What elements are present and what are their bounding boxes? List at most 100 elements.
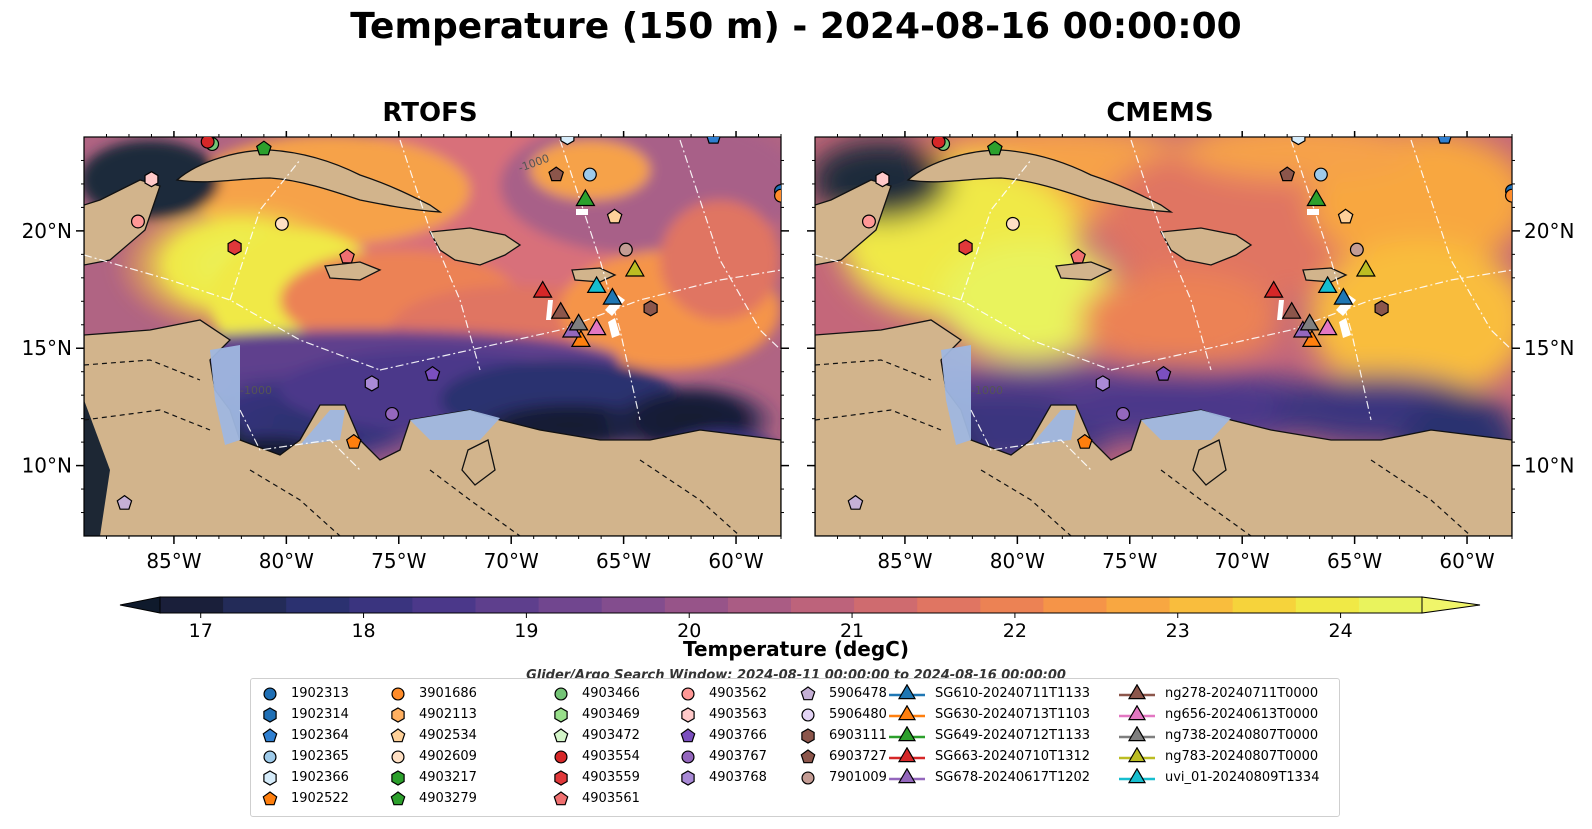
marker-4903767 (385, 406, 400, 421)
pentagon-icon (800, 748, 816, 763)
circle-marker-icon (263, 749, 277, 764)
triangle-icon (897, 683, 917, 699)
legend-item: 6903727 (795, 746, 887, 767)
marker-4903559 (958, 239, 973, 256)
marker-4903562 (861, 214, 876, 229)
pentagon-marker-icon (390, 727, 406, 742)
hexagon-icon (263, 706, 277, 723)
marker-SG630-20240713T1103 (1301, 329, 1322, 347)
marker-1902366 (560, 137, 575, 146)
pentagon-marker-icon (262, 790, 278, 805)
colorbar-extend-high (1421, 596, 1481, 614)
circle-icon (263, 749, 277, 764)
colorbar-extend-low (119, 596, 161, 614)
legend-item: ng783-20240807T0000 (1117, 746, 1319, 767)
marker-4903563 (144, 171, 159, 188)
circle-icon (681, 686, 695, 701)
legend-label: 5906480 (829, 707, 887, 722)
circle-icon (263, 686, 277, 701)
lon-tick-label: 65°W (596, 549, 651, 573)
marker-4903768 (364, 375, 379, 392)
hexagon-icon (801, 727, 815, 744)
legend-label: 4903279 (419, 791, 477, 806)
legend-item: 4903767 (675, 746, 767, 767)
legend-column: SG610-20240711T1133 SG630-20240713T1103 SG… (887, 683, 1090, 788)
legend-item: SG663-20240710T1312 (887, 746, 1090, 767)
triangle-icon (897, 767, 917, 783)
legend-item: SG610-20240711T1133 (887, 683, 1090, 704)
lon-tick-label: 80°W (259, 549, 314, 573)
hexagon-icon (391, 706, 405, 723)
circle-marker-icon (681, 686, 695, 701)
circle-icon (391, 749, 405, 764)
colorbar-segment (854, 597, 918, 613)
legend-item: 4903466 (548, 683, 640, 704)
legend-item: ng656-20240613T0000 (1117, 704, 1319, 725)
triangle-marker-icon (1119, 683, 1155, 699)
triangle-icon (1127, 746, 1147, 762)
colorbar-segment (1169, 597, 1234, 613)
lat-tick-label: 10°N (1524, 454, 1574, 478)
pentagon-icon (262, 790, 278, 805)
legend-label: 4903559 (582, 770, 640, 785)
lon-tick-label: 75°W (371, 549, 426, 573)
triangle-icon (1127, 767, 1147, 783)
triangle-marker-icon (889, 704, 925, 720)
colorbar-tick-label: 24 (1328, 620, 1352, 642)
legend-label: 4903562 (709, 686, 767, 701)
marker-4903559 (227, 239, 242, 256)
marker-1902364 (1437, 137, 1452, 144)
colorbar-tick-label: 18 (351, 620, 375, 642)
pentagon-icon (390, 727, 406, 742)
lon-tick-label: 70°W (1215, 549, 1270, 573)
triangle-marker-icon (889, 725, 925, 741)
legend-label: 4902534 (419, 728, 477, 743)
legend-label: 4903217 (419, 770, 477, 785)
legend-label: 1902314 (291, 707, 349, 722)
legend-item: SG649-20240712T1133 (887, 725, 1090, 746)
marker-uvi_01-20240809T1334 (586, 275, 607, 293)
contour-label: -1000 (971, 384, 1003, 397)
hexagon-marker-icon (391, 706, 405, 723)
marker-4903766 (1155, 365, 1172, 381)
legend-label: ng783-20240807T0000 (1165, 749, 1319, 764)
legend-label: 4903766 (709, 728, 767, 743)
circle-icon (801, 770, 815, 785)
circle-marker-icon (554, 686, 568, 701)
colorbar-segment (475, 597, 540, 613)
circle-icon (554, 749, 568, 764)
triangle-icon (897, 725, 917, 741)
circle-marker-icon (801, 707, 815, 722)
colorbar-tick-label: 23 (1166, 620, 1190, 642)
legend-label: 4903561 (582, 791, 640, 806)
legend-item: 4902609 (385, 746, 477, 767)
legend-label: 4903767 (709, 749, 767, 764)
marker-1902522 (1076, 433, 1093, 449)
legend-column: ng278-20240711T0000 ng656-20240613T0000 ng… (1117, 683, 1319, 788)
legend-item: 4903472 (548, 725, 640, 746)
pentagon-marker-icon (553, 727, 569, 742)
triangle-marker-icon (889, 767, 925, 783)
marker-uvi_01-20240809T1334 (1317, 275, 1338, 293)
legend-item: 7901009 (795, 767, 887, 788)
marker-ng656-20240613T0000 (1317, 317, 1338, 336)
marker-SG630-20240713T1103 (570, 329, 591, 347)
colorbar-segment (980, 597, 1044, 613)
circle-marker-icon (263, 686, 277, 701)
colorbar-tick-label: 21 (840, 620, 864, 642)
hexagon-icon (681, 769, 695, 786)
hexagon-marker-icon (554, 706, 568, 723)
lat-tick-label: 15°N (22, 336, 72, 360)
legend-item: 4903559 (548, 767, 640, 788)
triangle-icon (897, 704, 917, 720)
triangle-icon (1127, 704, 1147, 720)
legend-label: 1902366 (291, 770, 349, 785)
marker-4903563 (875, 171, 890, 188)
circle-marker-icon (681, 749, 695, 764)
marker-1902365 (582, 167, 597, 182)
legend-label: ng278-20240711T0000 (1165, 686, 1319, 701)
colorbar-segment (791, 597, 855, 613)
marker-6903727 (1279, 166, 1296, 182)
marker-4903562 (130, 214, 145, 229)
marker-ng738-20240807T0000 (1299, 313, 1320, 331)
